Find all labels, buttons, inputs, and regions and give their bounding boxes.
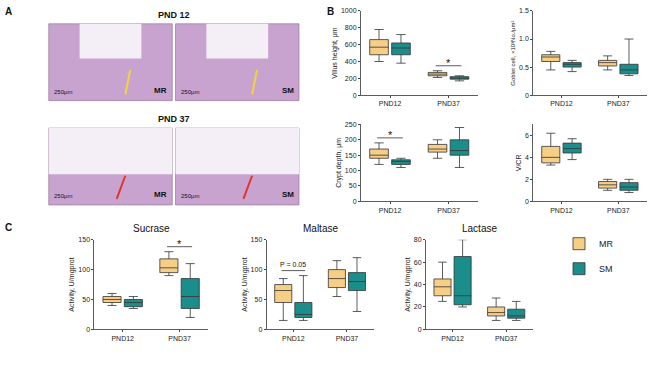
svg-text:100: 100 [345,167,357,174]
svg-text:PND12: PND12 [441,335,464,342]
svg-text:Activity, U/mgprot: Activity, U/mgprot [68,257,76,311]
svg-text:100: 100 [251,266,263,273]
svg-text:Villus height, μm: Villus height, μm [331,27,339,79]
svg-text:Lactase: Lactase [462,223,497,234]
svg-text:20: 20 [414,303,422,310]
svg-text:PND12: PND12 [379,207,402,214]
svg-text:C: C [5,222,12,233]
svg-text:*: * [388,129,393,141]
svg-text:4: 4 [525,154,529,161]
svg-text:250μm: 250μm [54,193,72,199]
svg-text:Goblet cell, ×10³No./μm²: Goblet cell, ×10³No./μm² [510,20,516,85]
svg-text:0: 0 [258,326,262,333]
svg-text:0: 0 [86,326,90,333]
svg-text:PND37: PND37 [168,335,191,342]
svg-text:Sucrase: Sucrase [133,223,170,234]
svg-text:PND37: PND37 [336,335,359,342]
svg-text:Activity, U/mgprot: Activity, U/mgprot [241,257,249,311]
svg-text:V/CR: V/CR [515,155,522,172]
svg-text:150: 150 [251,236,263,243]
svg-text:250μm: 250μm [181,193,199,199]
svg-text:40: 40 [414,281,422,288]
svg-text:Crypt depth, μm: Crypt depth, μm [335,138,343,188]
svg-text:1.0: 1.0 [519,35,529,42]
svg-text:50: 50 [349,182,357,189]
svg-text:1000: 1000 [341,7,357,14]
svg-text:150: 150 [78,236,90,243]
svg-text:MR: MR [154,190,167,199]
svg-text:400: 400 [345,58,357,65]
svg-text:MR: MR [154,86,167,95]
svg-text:50: 50 [255,296,263,303]
svg-text:PND12: PND12 [379,100,402,107]
svg-text:200: 200 [345,136,357,143]
svg-text:150: 150 [345,152,357,159]
svg-text:80: 80 [414,236,422,243]
svg-text:A: A [5,6,12,17]
svg-text:1.5: 1.5 [519,7,529,14]
svg-text:250μm: 250μm [181,89,199,95]
svg-text:SM: SM [282,190,294,199]
svg-text:0: 0 [418,326,422,333]
svg-text:0: 0 [353,92,357,99]
svg-text:PND37: PND37 [607,100,630,107]
svg-text:MR: MR [599,239,613,249]
svg-text:600: 600 [345,41,357,48]
svg-text:Activity, U/mgprot: Activity, U/mgprot [404,257,412,311]
svg-text:PND37: PND37 [437,100,460,107]
svg-text:200: 200 [345,75,357,82]
svg-text:0: 0 [353,198,357,205]
svg-text:PND12: PND12 [111,335,134,342]
svg-text:PND37: PND37 [437,207,460,214]
svg-text:Maltase: Maltase [303,223,338,234]
svg-text:PND37: PND37 [495,335,518,342]
svg-text:250μm: 250μm [54,89,72,95]
svg-text:60: 60 [414,259,422,266]
svg-text:*: * [177,238,182,250]
svg-text:SM: SM [599,264,613,274]
svg-text:*: * [446,57,451,69]
svg-text:800: 800 [345,24,357,31]
svg-text:0: 0 [525,198,529,205]
svg-text:B: B [327,6,334,17]
svg-text:PND37: PND37 [607,207,630,214]
svg-text:0: 0 [525,92,529,99]
svg-text:100: 100 [78,266,90,273]
svg-text:SM: SM [282,86,294,95]
svg-text:250: 250 [345,121,357,128]
svg-text:PND12: PND12 [282,335,305,342]
svg-text:PND12: PND12 [550,207,573,214]
svg-text:2: 2 [525,176,529,183]
svg-text:0.5: 0.5 [519,64,529,71]
svg-text:PND12: PND12 [550,100,573,107]
svg-text:6: 6 [525,132,529,139]
svg-text:P = 0.05: P = 0.05 [280,261,306,268]
svg-text:PND 37: PND 37 [158,114,190,124]
svg-text:50: 50 [82,296,90,303]
svg-text:PND 12: PND 12 [158,10,190,20]
